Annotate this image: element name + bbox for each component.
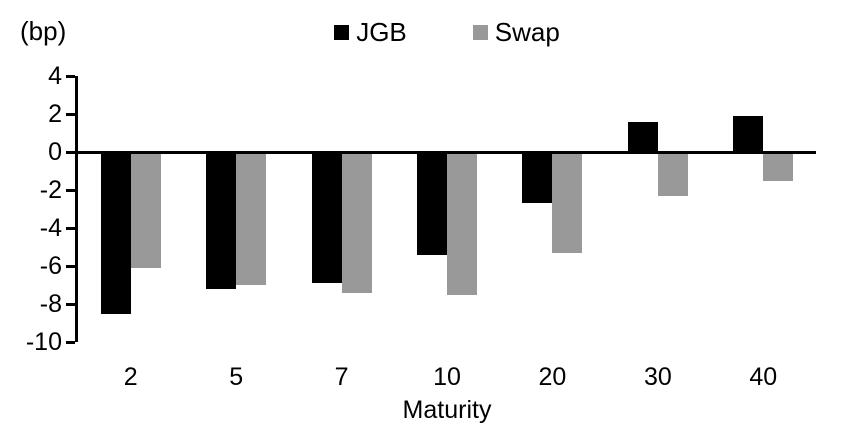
plot-area: 4 2 0 -2 -4 -6 -8 -10 2 5 7 10 20 30 40 (26, 62, 816, 391)
bar-jgb-20 (522, 152, 553, 204)
y-tick-mark (66, 226, 75, 230)
y-tick-mark (66, 150, 75, 154)
bar-swap-30 (657, 152, 688, 196)
y-tick-label: -2 (39, 176, 62, 204)
bar-swap-20 (552, 152, 583, 253)
y-tick-mark (66, 264, 75, 268)
y-axis-line (75, 76, 78, 342)
y-tick-mark (66, 340, 75, 344)
legend-swatch-swap (472, 24, 488, 40)
legend-item-jgb: JGB (334, 17, 407, 47)
legend-label: JGB (356, 17, 407, 47)
bar-swap-5 (236, 152, 267, 285)
x-tick-label-10: 10 (433, 363, 461, 391)
x-tick-label-5: 5 (229, 363, 244, 391)
y-tick-mark (66, 112, 75, 116)
x-tick-label-7: 7 (334, 363, 349, 391)
y-axis-unit-label: (bp) (20, 16, 67, 46)
x-tick-label-2: 2 (123, 363, 138, 391)
legend-item-swap: Swap (472, 17, 560, 47)
x-tick-label-40: 40 (749, 363, 778, 391)
y-tick-label: -8 (39, 290, 62, 318)
y-tick-label: 0 (48, 138, 62, 166)
y-tick-mark (66, 74, 75, 78)
bar-jgb-7 (311, 152, 342, 284)
bar-swap-2 (130, 152, 161, 268)
legend-swatch-jgb (334, 24, 350, 40)
y-tick-label: 2 (48, 100, 62, 128)
bar-jgb-5 (206, 152, 237, 289)
bar-jgb-30 (627, 121, 658, 152)
bar-jgb-40 (733, 115, 764, 152)
y-tick-label: 4 (48, 62, 62, 90)
bar-swap-40 (763, 152, 794, 181)
bar-swap-7 (341, 152, 372, 293)
legend: JGB Swap (78, 16, 816, 48)
y-tick-label: -10 (25, 328, 62, 356)
legend-label: Swap (494, 17, 560, 47)
x-tick-label-20: 20 (538, 363, 567, 391)
bar-jgb-10 (417, 152, 447, 255)
y-tick-label: -4 (39, 214, 62, 242)
x-axis-title: Maturity (402, 396, 492, 424)
x-axis-zero-line (78, 150, 816, 154)
x-tick-label-30: 30 (643, 363, 672, 391)
y-tick-label: -6 (39, 252, 62, 280)
bar-swap-10 (447, 152, 477, 295)
bar-jgb-2 (100, 152, 131, 314)
y-tick-mark (66, 188, 75, 192)
y-tick-mark (66, 302, 75, 306)
